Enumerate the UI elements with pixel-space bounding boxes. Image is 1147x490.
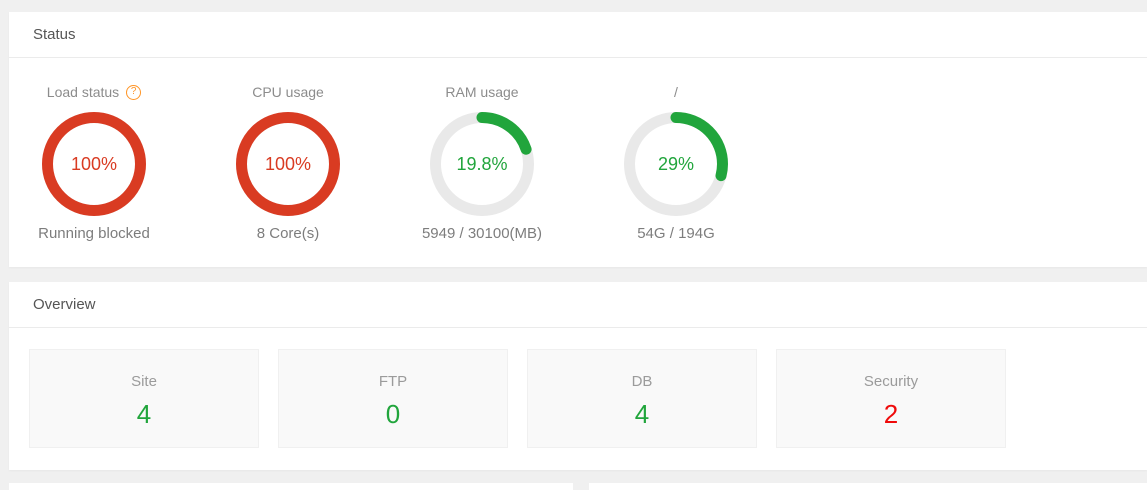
gauge-label: Load status [46, 84, 120, 100]
overview-box-value: 0 [385, 399, 401, 429]
gauge-label: CPU usage [252, 84, 324, 100]
gauges-row: Load status ? 100% Running blocked CPU u… [0, 58, 1147, 242]
gauge-cpu-usage: CPU usage 100% 8 Core(s) [191, 82, 385, 242]
help-icon[interactable]: ? [126, 84, 142, 100]
gauge-value: 100% [264, 153, 312, 174]
status-panel: Status Load status ? 100% Running blocke… [9, 12, 1147, 267]
gauge-footer: 8 Core(s) [256, 225, 320, 242]
overview-boxes-row: Site 4 FTP 0 DB 4 Security 2 [9, 328, 1147, 448]
gauge-label: RAM usage [445, 84, 519, 100]
overview-box-label: FTP [378, 373, 408, 390]
gauge-footer: Running blocked [38, 225, 150, 242]
gauge-value: 29% [657, 153, 695, 174]
overview-panel-title: Overview [9, 282, 1147, 328]
gauge-disk-root: / 29% 54G / 194G [579, 82, 773, 242]
overview-box-label: DB [631, 373, 653, 390]
overview-box-value: 4 [136, 399, 152, 429]
bottom-left-panel-partial [9, 483, 573, 490]
gauge-ring: 19.8% [428, 110, 536, 218]
gauge-arc [430, 112, 534, 216]
gauge-ram-usage: RAM usage 19.8% 5949 / 30100(MB) [385, 82, 579, 242]
gauge-ring: 100% [40, 110, 148, 218]
overview-box-security[interactable]: Security 2 [776, 349, 1006, 448]
gauge-ring: 100% [234, 110, 342, 218]
bottom-right-panel-partial [589, 483, 1147, 490]
gauge-load-status: Load status ? 100% Running blocked [0, 82, 191, 242]
gauge-ring: 29% [622, 110, 730, 218]
overview-panel: Overview Site 4 FTP 0 DB 4 Security 2 [9, 282, 1147, 470]
overview-box-ftp[interactable]: FTP 0 [278, 349, 508, 448]
gauge-label: / [674, 84, 678, 100]
gauge-value: 100% [70, 153, 118, 174]
overview-box-site[interactable]: Site 4 [29, 349, 259, 448]
gauge-arc [236, 112, 340, 216]
gauge-arc [42, 112, 146, 216]
gauge-label-row: CPU usage [191, 82, 385, 102]
gauge-arc [624, 112, 728, 216]
overview-box-value: 4 [634, 399, 650, 429]
overview-box-value: 2 [883, 399, 899, 429]
overview-box-db[interactable]: DB 4 [527, 349, 757, 448]
gauge-label-row: RAM usage [385, 82, 579, 102]
overview-box-label: Site [131, 373, 157, 390]
gauge-value: 19.8% [456, 153, 508, 174]
status-panel-title: Status [9, 12, 1147, 58]
gauge-footer: 5949 / 30100(MB) [421, 225, 543, 242]
gauge-label-row: Load status ? [0, 82, 191, 102]
gauge-label-row: / [579, 82, 773, 102]
overview-box-label: Security [863, 373, 919, 390]
gauge-footer: 54G / 194G [637, 225, 715, 242]
